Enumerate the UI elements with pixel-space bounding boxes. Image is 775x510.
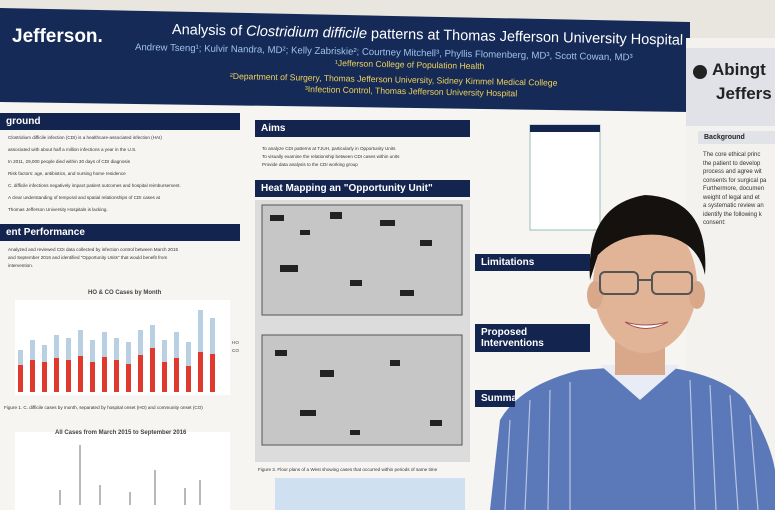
caption: Figure 1. C. difficile cases by month, s… [4,405,203,410]
section-heading: ground [0,113,240,130]
section-heading: Background [698,131,775,144]
text-line: To analyze CDI patterns at TJUH, particu… [262,146,396,151]
section-heading: ent Performance [0,224,240,241]
text-line: In 2011, 29,000 people died within 30 da… [8,159,130,164]
section-heading: Summar [475,390,515,407]
text-line: and September 2016 and identified "Oppor… [8,255,168,260]
table-image [529,124,601,231]
floor-map-image [255,200,470,510]
text-line: To visually examine the relationship bet… [262,154,400,159]
second-poster-header [686,48,775,126]
section-heading: Heat Mapping an "Opportunity Unit" [255,180,470,197]
title-part: Analysis of [171,22,247,40]
text-line: intervention. [8,263,34,268]
caption: Figure 3. Floor plans of a West showing … [258,467,438,472]
text-line: A clear understanding of temporal and sp… [8,195,160,200]
text-line: a systematic review an [703,203,764,209]
second-title: Jeffers [716,84,772,103]
text-line: Risk factors: age, antibiotics, and nurs… [8,171,126,176]
section-heading: Proposed Interventions [475,324,590,352]
legend-entry: CO [232,348,239,353]
text-line: Thomas Jefferson University Hospitals is… [8,207,108,212]
person [490,195,775,510]
text-line: C. difficile infections negatively impac… [8,183,181,188]
title-italic: Clostridium difficile [245,23,368,43]
bar-chart-image [15,300,230,510]
logo: Jefferson. [12,26,103,47]
chart-title: All Cases from March 2015 to September 2… [55,430,187,436]
logo-icon [693,65,707,79]
text-line: Analyzed and reviewed CDI data collected… [8,247,179,252]
text-line: the patient to develop [703,160,761,167]
text-line: Provide data analysis to the CDI working… [262,162,358,167]
second-title: Abingt [712,60,766,79]
text-line: consents for surgical pa [703,177,767,184]
section-heading: Aims [255,120,470,137]
text-line: Clostridium difficile infection (CDI) is… [8,135,162,140]
section-heading: Limitations [475,254,590,271]
text-line: process and agree wit [703,169,762,175]
text-line: weight of legal and et [703,194,760,201]
legend-entry: HO [232,340,239,345]
text-line: The core ethical princ [703,152,761,158]
text-line: identify the following k [703,211,762,218]
text-line: Furthermore, documen [703,186,765,192]
text-line: associated with about half a million inf… [8,147,137,152]
chart-title: HO & CO Cases by Month [88,290,162,296]
poster-header [0,8,690,112]
text-line: consent: [703,220,726,226]
